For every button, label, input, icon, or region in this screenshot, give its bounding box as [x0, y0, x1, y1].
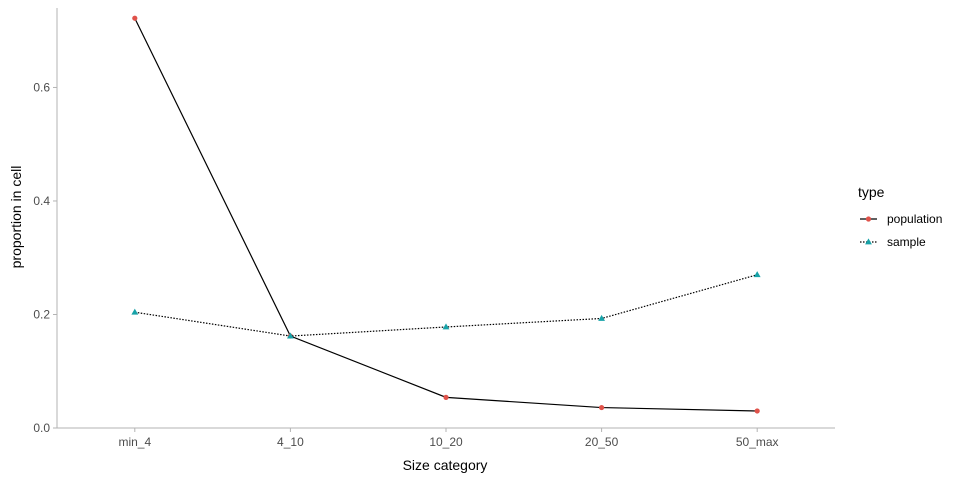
legend-label: sample [887, 235, 926, 249]
y-tick-label: 0.2 [33, 307, 50, 321]
legend-key-marker [865, 238, 872, 245]
data-point-population [754, 408, 760, 414]
data-point-sample [287, 332, 294, 339]
y-axis: 0.0 0.2 0.4 0.6 [33, 8, 58, 435]
x-tick-label: 10_20 [429, 435, 463, 449]
y-tick-label: 0.6 [33, 80, 50, 94]
series-line-population [134, 17, 758, 412]
legend: type population sample [858, 184, 942, 249]
series-population [132, 15, 760, 414]
data-point-sample [753, 271, 761, 278]
legend-label: population [887, 212, 942, 226]
legend-key-marker [865, 216, 872, 222]
data-point-sample [598, 314, 605, 321]
data-point-population [132, 15, 138, 21]
series-sample [131, 271, 761, 339]
series-layer [131, 15, 761, 414]
data-point-population [599, 404, 605, 411]
x-tick-label: min_4 [118, 435, 151, 449]
data-point-sample [131, 308, 139, 315]
legend-item-sample: sample [860, 235, 926, 249]
x-tick-label: 4_10 [277, 435, 304, 449]
x-axis: min_4 4_10 10_20 20_50 50_max [57, 427, 835, 449]
y-tick-label: 0.4 [33, 194, 50, 208]
x-axis-title: Size category [403, 457, 488, 473]
y-axis-title: proportion in cell [8, 166, 24, 269]
data-point-sample [442, 323, 450, 330]
y-tick-label: 0.0 [33, 421, 50, 435]
x-tick-label: 20_50 [585, 435, 619, 449]
data-point-population [443, 394, 449, 400]
legend-item-population: population [860, 212, 942, 226]
x-tick-label: 50_max [736, 435, 779, 449]
legend-title: type [858, 184, 885, 200]
